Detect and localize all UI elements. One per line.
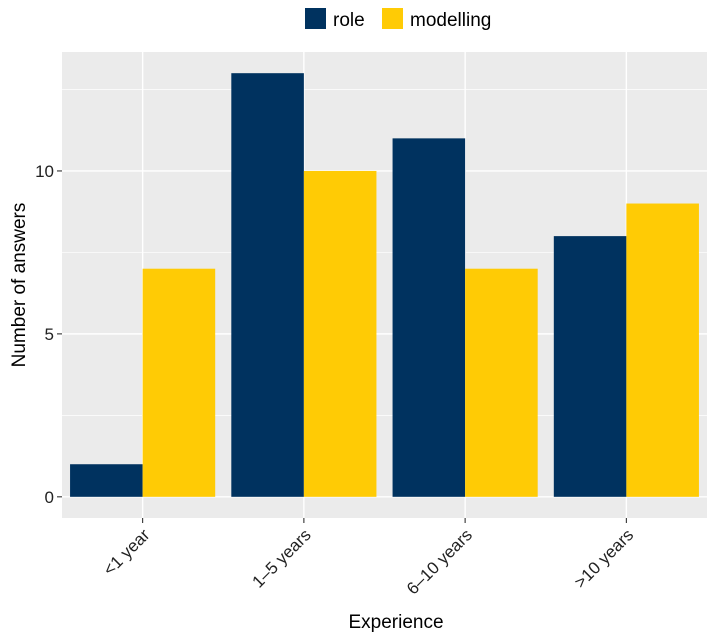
x-axis: <1 year 1–5 years 6–10 years >10 years <box>100 518 638 598</box>
bar-role <box>70 464 143 497</box>
bar-role <box>392 138 466 497</box>
y-tick-label: 10 <box>35 162 54 181</box>
legend: role modelling <box>305 8 491 31</box>
legend-swatch-modelling <box>382 8 403 29</box>
bars <box>70 73 699 497</box>
bar-role <box>231 73 304 497</box>
x-tick-label: <1 year <box>100 525 154 579</box>
bar-modelling <box>303 170 377 497</box>
y-axis: 0 5 10 <box>35 162 62 507</box>
x-tick-label: 6–10 years <box>403 525 476 598</box>
legend-label-modelling: modelling <box>410 10 491 31</box>
x-axis-title: Experience <box>348 612 443 633</box>
legend-label-role: role <box>333 10 365 31</box>
bar-modelling <box>142 268 216 497</box>
x-tick-label: 1–5 years <box>248 525 314 591</box>
legend-swatch-role <box>305 8 326 29</box>
bar-modelling <box>626 203 699 497</box>
x-tick-label: >10 years <box>571 525 638 592</box>
y-tick-label: 0 <box>45 488 54 507</box>
bar-modelling <box>465 268 538 497</box>
bar-role <box>553 236 627 497</box>
y-axis-title: Number of answers <box>9 203 30 368</box>
y-tick-label: 5 <box>45 325 54 344</box>
